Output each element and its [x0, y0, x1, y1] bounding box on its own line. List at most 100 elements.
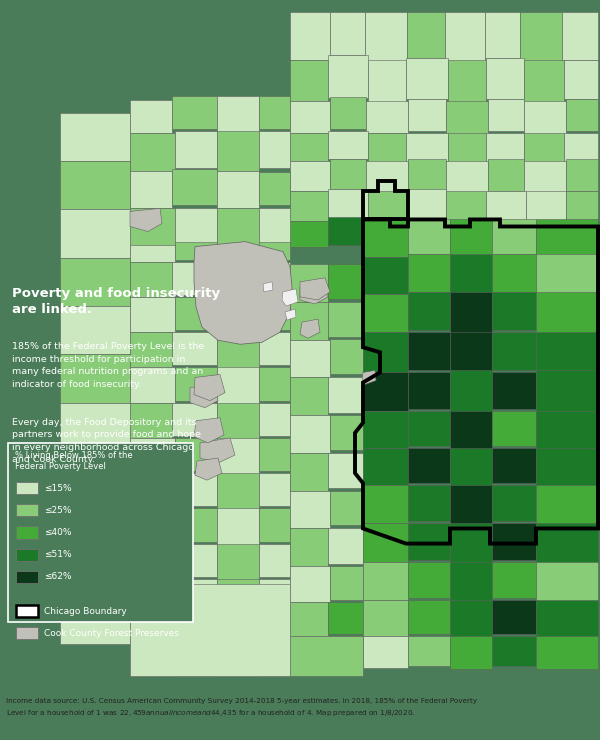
Bar	[330, 12, 365, 56]
Text: % Living Below 185% of the
Federal Poverty Level: % Living Below 185% of the Federal Pover…	[15, 451, 133, 471]
Bar	[130, 209, 175, 245]
Bar	[16, 526, 38, 539]
Text: Chicago Boundary: Chicago Boundary	[44, 607, 127, 616]
Bar	[450, 411, 492, 449]
Bar	[290, 340, 330, 377]
Bar	[366, 161, 408, 193]
Bar	[486, 133, 524, 161]
Bar	[566, 191, 598, 221]
Bar	[485, 12, 520, 58]
Bar	[492, 372, 536, 408]
Bar	[450, 485, 492, 525]
Bar	[217, 131, 259, 171]
Bar	[259, 368, 290, 400]
Bar	[172, 332, 217, 366]
Bar	[60, 258, 130, 306]
Bar	[407, 12, 445, 58]
Bar	[408, 600, 450, 634]
Bar	[290, 453, 328, 491]
Bar	[450, 292, 492, 333]
Bar	[217, 368, 259, 405]
Bar	[175, 438, 217, 471]
Bar	[524, 161, 566, 195]
Bar	[536, 523, 598, 562]
Bar	[16, 605, 38, 617]
Bar	[328, 302, 363, 337]
Bar	[259, 649, 290, 674]
Bar	[217, 226, 257, 263]
Bar	[217, 262, 259, 299]
Bar	[408, 562, 450, 598]
Polygon shape	[130, 584, 290, 676]
Bar	[448, 61, 486, 103]
Bar	[60, 112, 130, 161]
Bar	[130, 614, 172, 649]
Bar	[366, 101, 408, 133]
Bar	[290, 565, 330, 602]
Bar	[328, 263, 363, 299]
Bar	[130, 579, 175, 614]
Bar	[290, 12, 330, 61]
Bar	[536, 636, 598, 670]
Bar	[290, 377, 328, 414]
Bar	[328, 131, 368, 159]
Bar	[368, 191, 408, 223]
Bar	[290, 161, 330, 191]
Bar	[536, 254, 598, 295]
Bar	[60, 161, 130, 209]
Bar	[290, 414, 330, 453]
Bar	[60, 500, 130, 548]
Bar	[130, 544, 172, 579]
Bar	[290, 263, 328, 302]
Bar	[394, 220, 422, 245]
Bar	[290, 61, 328, 101]
Bar	[217, 297, 259, 334]
Bar	[328, 377, 363, 413]
Bar	[175, 226, 217, 260]
Bar	[217, 438, 259, 475]
Bar	[524, 61, 564, 103]
Bar	[330, 636, 363, 665]
Bar	[492, 332, 536, 371]
Bar	[130, 508, 175, 544]
Bar	[130, 473, 172, 508]
Bar	[172, 544, 217, 576]
Bar	[259, 131, 290, 168]
Bar	[363, 257, 408, 294]
Bar	[290, 528, 328, 565]
Bar	[446, 161, 488, 195]
Bar	[488, 98, 524, 131]
Bar	[130, 226, 175, 262]
Bar	[492, 254, 536, 292]
Bar	[526, 191, 566, 224]
Bar	[290, 191, 328, 221]
Polygon shape	[198, 257, 292, 337]
Text: ≤25%: ≤25%	[44, 506, 71, 515]
Bar	[492, 220, 536, 254]
Bar	[259, 473, 290, 506]
Bar	[217, 209, 259, 245]
Bar	[130, 133, 175, 171]
Bar	[130, 438, 175, 473]
Bar	[492, 411, 536, 446]
Bar	[217, 95, 259, 133]
Bar	[488, 159, 524, 191]
Bar	[408, 485, 450, 522]
Bar	[486, 191, 526, 221]
Bar	[290, 491, 330, 528]
Bar	[290, 302, 328, 340]
Bar	[60, 548, 130, 596]
Bar	[492, 636, 536, 667]
Bar	[363, 220, 408, 257]
Bar	[259, 579, 290, 612]
Bar	[16, 571, 38, 583]
Bar	[408, 189, 446, 221]
Polygon shape	[190, 385, 218, 408]
Bar	[16, 505, 38, 517]
Bar	[450, 220, 492, 257]
Bar	[564, 133, 598, 161]
Bar	[130, 100, 172, 133]
Bar	[408, 332, 450, 371]
Polygon shape	[300, 278, 330, 300]
Bar	[330, 565, 363, 600]
